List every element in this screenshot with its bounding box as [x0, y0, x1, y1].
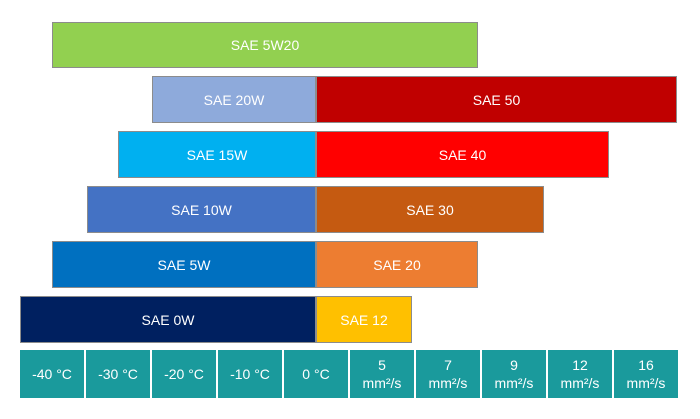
- scale-label: -20 °C: [164, 366, 204, 382]
- range-bar: SAE 10W: [87, 186, 316, 233]
- scale-label: 5: [378, 357, 386, 373]
- bar-label: SAE 5W: [157, 256, 211, 273]
- scale-label: -30 °C: [98, 366, 138, 382]
- bar-label: SAE 20: [373, 256, 421, 273]
- bar-label: SAE 30: [406, 201, 454, 218]
- scale-cell: -20 °C: [152, 350, 216, 398]
- range-bar: SAE 5W20: [52, 22, 478, 68]
- scale-label: 12: [572, 357, 588, 373]
- bar-label: SAE 0W: [141, 311, 195, 328]
- scale-label: mm²/s: [626, 375, 666, 391]
- range-bar: SAE 12: [316, 296, 412, 343]
- scale-cell: 0 °C: [284, 350, 348, 398]
- range-bar: SAE 40: [316, 131, 609, 178]
- scale-label: -40 °C: [32, 366, 72, 382]
- scale-cell: 9 mm²/s: [482, 350, 546, 398]
- scale-label: 7: [444, 357, 452, 373]
- range-bar: SAE 0W: [20, 296, 316, 343]
- scale-cell: -40 °C: [20, 350, 84, 398]
- range-bar: SAE 30: [316, 186, 544, 233]
- scale-cell: -10 °C: [218, 350, 282, 398]
- bar-label: SAE 5W20: [230, 37, 300, 53]
- bar-label: SAE 12: [340, 311, 388, 328]
- scale-label: -10 °C: [230, 366, 270, 382]
- bar-label: SAE 50: [472, 91, 521, 108]
- bar-label: SAE 40: [438, 146, 487, 163]
- scale-label: 16: [638, 357, 654, 373]
- scale-label: mm²/s: [362, 375, 402, 391]
- range-bar: SAE 20W: [152, 76, 316, 123]
- range-bar: SAE 20: [316, 241, 478, 288]
- scale-label: 0 °C: [302, 366, 330, 382]
- scale-cell: 12 mm²/s: [548, 350, 612, 398]
- bar-label: SAE 20W: [203, 91, 265, 108]
- scale-cell: 16 mm²/s: [614, 350, 678, 398]
- bar-label: SAE 10W: [171, 201, 232, 218]
- range-bar: SAE 15W: [118, 131, 316, 178]
- scale-label: 9: [510, 357, 518, 373]
- scale-label: mm²/s: [428, 375, 468, 391]
- scale-label: mm²/s: [494, 375, 534, 391]
- scale-cell: -30 °C: [86, 350, 150, 398]
- scale-cell: 7 mm²/s: [416, 350, 480, 398]
- range-bar: SAE 50: [316, 76, 677, 123]
- bar-label: SAE 15W: [186, 146, 248, 163]
- scale-cell: 5 mm²/s: [350, 350, 414, 398]
- scale-label: mm²/s: [560, 375, 600, 391]
- range-bar: SAE 5W: [52, 241, 316, 288]
